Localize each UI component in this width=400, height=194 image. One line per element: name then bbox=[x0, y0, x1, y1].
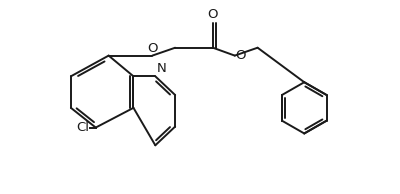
Text: O: O bbox=[208, 8, 218, 21]
Text: O: O bbox=[147, 42, 158, 55]
Text: N: N bbox=[156, 62, 166, 75]
Text: Cl: Cl bbox=[76, 121, 89, 134]
Text: O: O bbox=[236, 49, 246, 62]
